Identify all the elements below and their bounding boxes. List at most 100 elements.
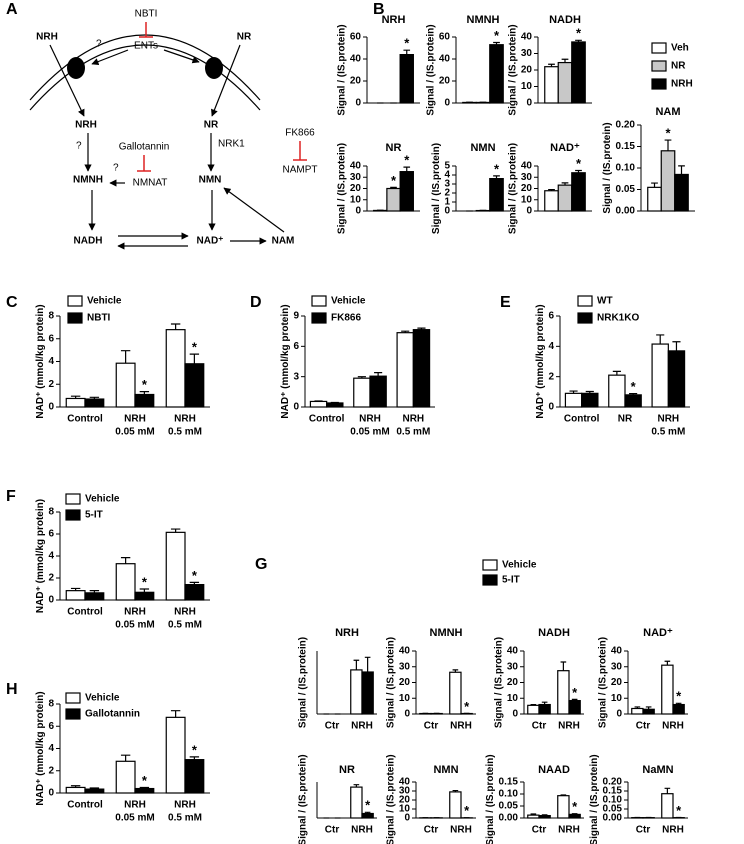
y-tick-label: 40 <box>399 777 411 788</box>
y-tick-label: 0.10 <box>603 795 623 806</box>
error-bar <box>645 706 652 710</box>
x-tick-label: NRH <box>174 414 196 425</box>
y-tick-label: 10 <box>399 804 411 815</box>
significance-label: * <box>676 689 682 704</box>
bar <box>396 332 414 408</box>
y-tick-label: 0 <box>444 206 450 217</box>
x-tick-label: NRH <box>359 414 381 425</box>
node-label: NMNH <box>73 175 103 186</box>
y-tick-label: 40 <box>350 54 362 65</box>
error-bar <box>139 391 150 395</box>
error-bar <box>89 396 100 400</box>
bar <box>568 813 581 819</box>
error-bar <box>120 557 131 564</box>
y-axis-label: Signal / (IS.protein) <box>494 637 505 728</box>
node-label: NRK1 <box>218 139 245 150</box>
y-tick-label: 20 <box>350 183 362 194</box>
error-bar <box>452 789 459 792</box>
y-tick-label: 6 <box>48 529 54 540</box>
y-tick-label: 0 <box>616 709 622 720</box>
bar <box>115 362 136 408</box>
bar <box>115 563 136 601</box>
significance-label: * <box>192 742 198 757</box>
y-tick-label: 2 <box>444 188 450 199</box>
y-tick-label: 40 <box>507 646 519 657</box>
error-bar <box>672 341 681 351</box>
error-bar <box>314 400 323 402</box>
legend-label: Vehicle <box>331 296 366 307</box>
bar <box>538 703 551 715</box>
legend-swatch <box>67 312 83 324</box>
y-tick-label: 0 <box>48 788 54 799</box>
y-axis-label: NAD⁺ (mmol/kg protein) <box>35 499 46 613</box>
y-tick-label: 1 <box>444 197 450 208</box>
panel-label: H <box>6 681 18 698</box>
y-axis-label: Signal / (IS.protein) <box>298 754 309 844</box>
bar <box>608 374 626 408</box>
x-tick-label: NRH <box>558 721 580 732</box>
chart-title: NAM <box>655 106 680 118</box>
error-bar <box>353 784 360 788</box>
x-tick-label: 0.5 mM <box>396 427 430 438</box>
x-tick-label: 0.05 mM <box>115 620 154 631</box>
node-label: NMN <box>199 175 222 186</box>
x-tick-label: Ctr <box>424 721 439 732</box>
y-tick-label: 10 <box>399 693 411 704</box>
error-bar <box>364 811 371 814</box>
bar <box>350 786 363 819</box>
error-bar <box>575 169 582 173</box>
chart-title: NAD⁺ <box>643 627 673 639</box>
error-bar <box>560 794 567 796</box>
bar <box>624 394 642 408</box>
legend-label: Veh <box>671 43 689 54</box>
bar <box>571 41 586 104</box>
arrow <box>223 187 285 233</box>
legend-swatch <box>577 312 593 324</box>
significance-label: * <box>464 803 470 818</box>
node-label: NAMPT <box>283 165 318 176</box>
significance-label: * <box>665 125 671 140</box>
significance-label: * <box>494 28 500 43</box>
y-axis-label: NAD⁺ (mmol/kg protein) <box>535 304 546 418</box>
chart-title: NRH <box>335 627 359 639</box>
bar <box>386 187 401 212</box>
chart-title: NR <box>339 764 355 776</box>
error-bar <box>89 590 100 593</box>
y-tick-label: 4 <box>48 356 54 367</box>
panel-label: E <box>500 294 511 311</box>
error-bar <box>493 175 500 179</box>
x-tick-label: Ctr <box>325 825 340 836</box>
error-bar <box>664 139 672 151</box>
transporter <box>205 57 223 79</box>
bar <box>399 53 414 104</box>
y-tick-label: 40 <box>521 161 533 172</box>
error-bar <box>401 330 410 333</box>
error-bar <box>330 401 339 404</box>
y-tick-label: 0 <box>355 206 361 217</box>
y-tick-label: 4 <box>48 743 54 754</box>
chart-title: NRH <box>382 14 406 26</box>
error-bar <box>70 785 81 788</box>
y-tick-label: 6 <box>48 721 54 732</box>
node-label: ? <box>96 39 102 50</box>
legend-swatch <box>651 42 667 54</box>
y-tick-label: 20 <box>507 677 519 688</box>
node-label: FK866 <box>285 128 315 139</box>
chart-title: NMNH <box>430 627 463 639</box>
y-tick-label: 20 <box>611 677 623 688</box>
significance-label: * <box>576 156 582 171</box>
error-bar <box>571 698 578 701</box>
error-bar <box>612 370 621 376</box>
y-tick-label: 0.00 <box>499 813 519 824</box>
bar <box>568 700 581 715</box>
error-bar <box>675 702 682 705</box>
y-tick-label: 0.00 <box>603 813 623 824</box>
node-label: ENTs <box>134 41 158 52</box>
significance-label: * <box>404 36 410 51</box>
x-tick-label: NRH <box>657 414 679 425</box>
y-tick-label: 0.15 <box>499 777 519 788</box>
y-tick-label: 2 <box>48 573 54 584</box>
x-tick-label: 0.05 mM <box>350 427 389 438</box>
arrow <box>49 44 85 117</box>
